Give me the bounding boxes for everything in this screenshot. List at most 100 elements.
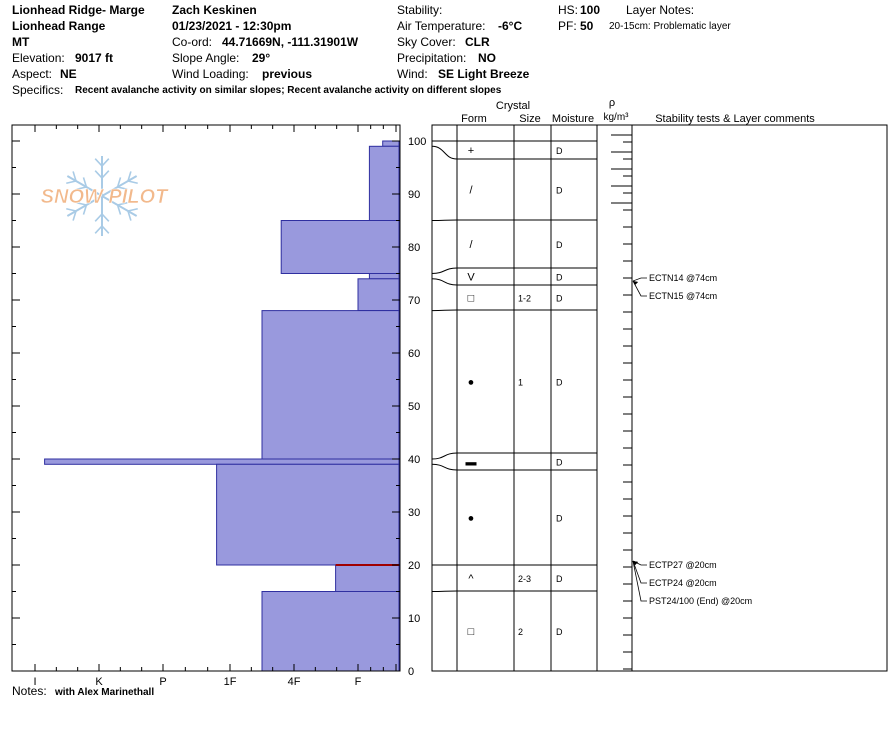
hardness-bar (280, 220, 400, 274)
decomposing-fragments-icon: / (469, 239, 473, 251)
hardness-bar (44, 458, 400, 465)
moisture-value: D (556, 514, 563, 524)
snowflake-branch (116, 177, 122, 188)
snowflake-branch (94, 213, 103, 222)
density-symbol: ρ (609, 97, 615, 109)
snowflake-branch (117, 186, 128, 191)
hardness-axis: I K P 1F 4F F (33, 125, 397, 688)
hardness-bar (261, 591, 400, 672)
observer-name: Zach Keskinen (172, 3, 257, 17)
precipitation-label: Precipitation: (397, 51, 467, 65)
hardness-bar (382, 140, 400, 147)
precipitation-value: NO (478, 51, 496, 65)
stability-test-annotations: ECTN14 @74cm ECTN15 @74cm ECTP27 @20cm ECTP… (632, 273, 752, 606)
hardness-profile-frame (11, 124, 401, 672)
stability-test-pointer (632, 560, 647, 584)
hardness-plot-border (11, 124, 401, 672)
precipitation-particles-icon: + (468, 145, 474, 157)
depth-tick-label: 10 (408, 613, 420, 625)
crystal-size: 2 (518, 627, 523, 637)
snowflake-branch (101, 213, 110, 222)
layer-connector (431, 267, 458, 274)
hardness-tick-label: I (33, 676, 36, 688)
snowflake-branch (94, 170, 103, 179)
hardness-bar (216, 463, 400, 566)
moisture-value: D (556, 458, 563, 468)
hardness-tick-label: F (355, 676, 362, 688)
moisture-value: D (556, 378, 563, 388)
stability-test-label: ECTN15 @74cm (649, 291, 717, 301)
elevation-value: 9017 ft (75, 51, 114, 65)
stability-test-pointer (632, 277, 647, 282)
wind-loading-value: previous (262, 67, 313, 81)
pf-label: PF: (558, 19, 577, 33)
decomposing-fragments-icon: / (469, 185, 473, 197)
snowflake-arm (101, 195, 138, 217)
notes-value: with Alex Marinethall (54, 687, 154, 698)
watermark-text: SNOW PILOT (41, 186, 169, 208)
crystal-size: 1-2 (518, 294, 531, 304)
slope-angle-label: Slope Angle: (172, 51, 240, 65)
depth-tick-label: 50 (408, 401, 420, 413)
snowflake-branch (82, 177, 88, 188)
snowflake-branch (117, 201, 128, 206)
snowflake-branch (72, 210, 77, 221)
snowflake-branch (66, 180, 77, 185)
depth-tick-label: 20 (408, 560, 420, 572)
table-border (431, 124, 888, 672)
depth-tick-label: 0 (408, 666, 414, 678)
sky-cover-value: CLR (465, 35, 490, 49)
crystal-size: 1 (518, 378, 523, 388)
location-name: Lionhead Ridge- Marge (12, 3, 145, 17)
hardness-bar (368, 145, 400, 221)
layer-notes-label: Layer Notes: (626, 3, 695, 17)
wind-label: Wind: (397, 67, 428, 81)
snowflake-branch (101, 158, 110, 167)
hardness-bars (44, 140, 400, 672)
stability-test-pointer (632, 280, 647, 297)
snowflake-branch (101, 170, 110, 179)
stability-test-label: ECTP27 @20cm (649, 560, 717, 570)
depth-axis: 0 10 20 30 40 50 60 70 80 90 100 (12, 136, 426, 678)
stability-test-label: ECTP24 @20cm (649, 578, 717, 588)
arrow-head-icon (633, 281, 638, 285)
snowflake-branch (116, 204, 122, 215)
snowflake-branch (76, 201, 87, 206)
hs-label: HS: (558, 3, 579, 17)
wind-loading-label: Wind Loading: (172, 67, 249, 81)
snowflake-arm (66, 195, 103, 217)
faceted-crystals-icon: □ (468, 626, 475, 638)
faceted-rounded-icon: ^ (468, 573, 474, 585)
coord-label: Co-ord: (172, 35, 213, 49)
hardness-bar (357, 278, 400, 312)
depth-tick-label: 60 (408, 348, 420, 360)
aspect-label: Aspect: (12, 67, 53, 81)
crystal-header: Crystal (496, 100, 530, 112)
moisture-value: D (556, 146, 563, 156)
layer-connector (431, 278, 458, 286)
layer-rows: + D / D / D V D □ 1-2 D ● 1 D ▬ D ● D ^ 2-3 D □ 2 D (457, 140, 597, 672)
moisture-value: D (556, 574, 563, 584)
range-name: Lionhead Range (12, 19, 106, 33)
aspect-value: NE (60, 67, 77, 81)
hardness-bar (368, 273, 400, 280)
pf-value: 50 (580, 19, 594, 33)
wind-value: SE Light Breeze (438, 67, 530, 81)
stability-label: Stability: (397, 3, 443, 17)
form-header: Form (461, 113, 487, 125)
layer-connector (431, 219, 458, 221)
observation-datetime: 01/23/2021 - 12:30pm (172, 19, 292, 33)
snowflake-branch (94, 158, 103, 167)
depth-hoar-icon: V (467, 272, 475, 284)
notes-label: Notes: (12, 684, 47, 698)
air-temperature-label: Air Temperature: (397, 19, 486, 33)
snowflake-branch (101, 225, 110, 234)
hardness-tick-label: 4F (288, 676, 301, 688)
specifics-value: Recent avalanche activity on similar slo… (75, 85, 502, 96)
moisture-value: D (556, 186, 563, 196)
snowpilot-watermark: SNOW PILOT (40, 156, 169, 236)
sky-cover-label: Sky Cover: (397, 35, 456, 49)
hardness-bar (261, 310, 400, 460)
slope-angle-value: 29° (252, 51, 271, 65)
